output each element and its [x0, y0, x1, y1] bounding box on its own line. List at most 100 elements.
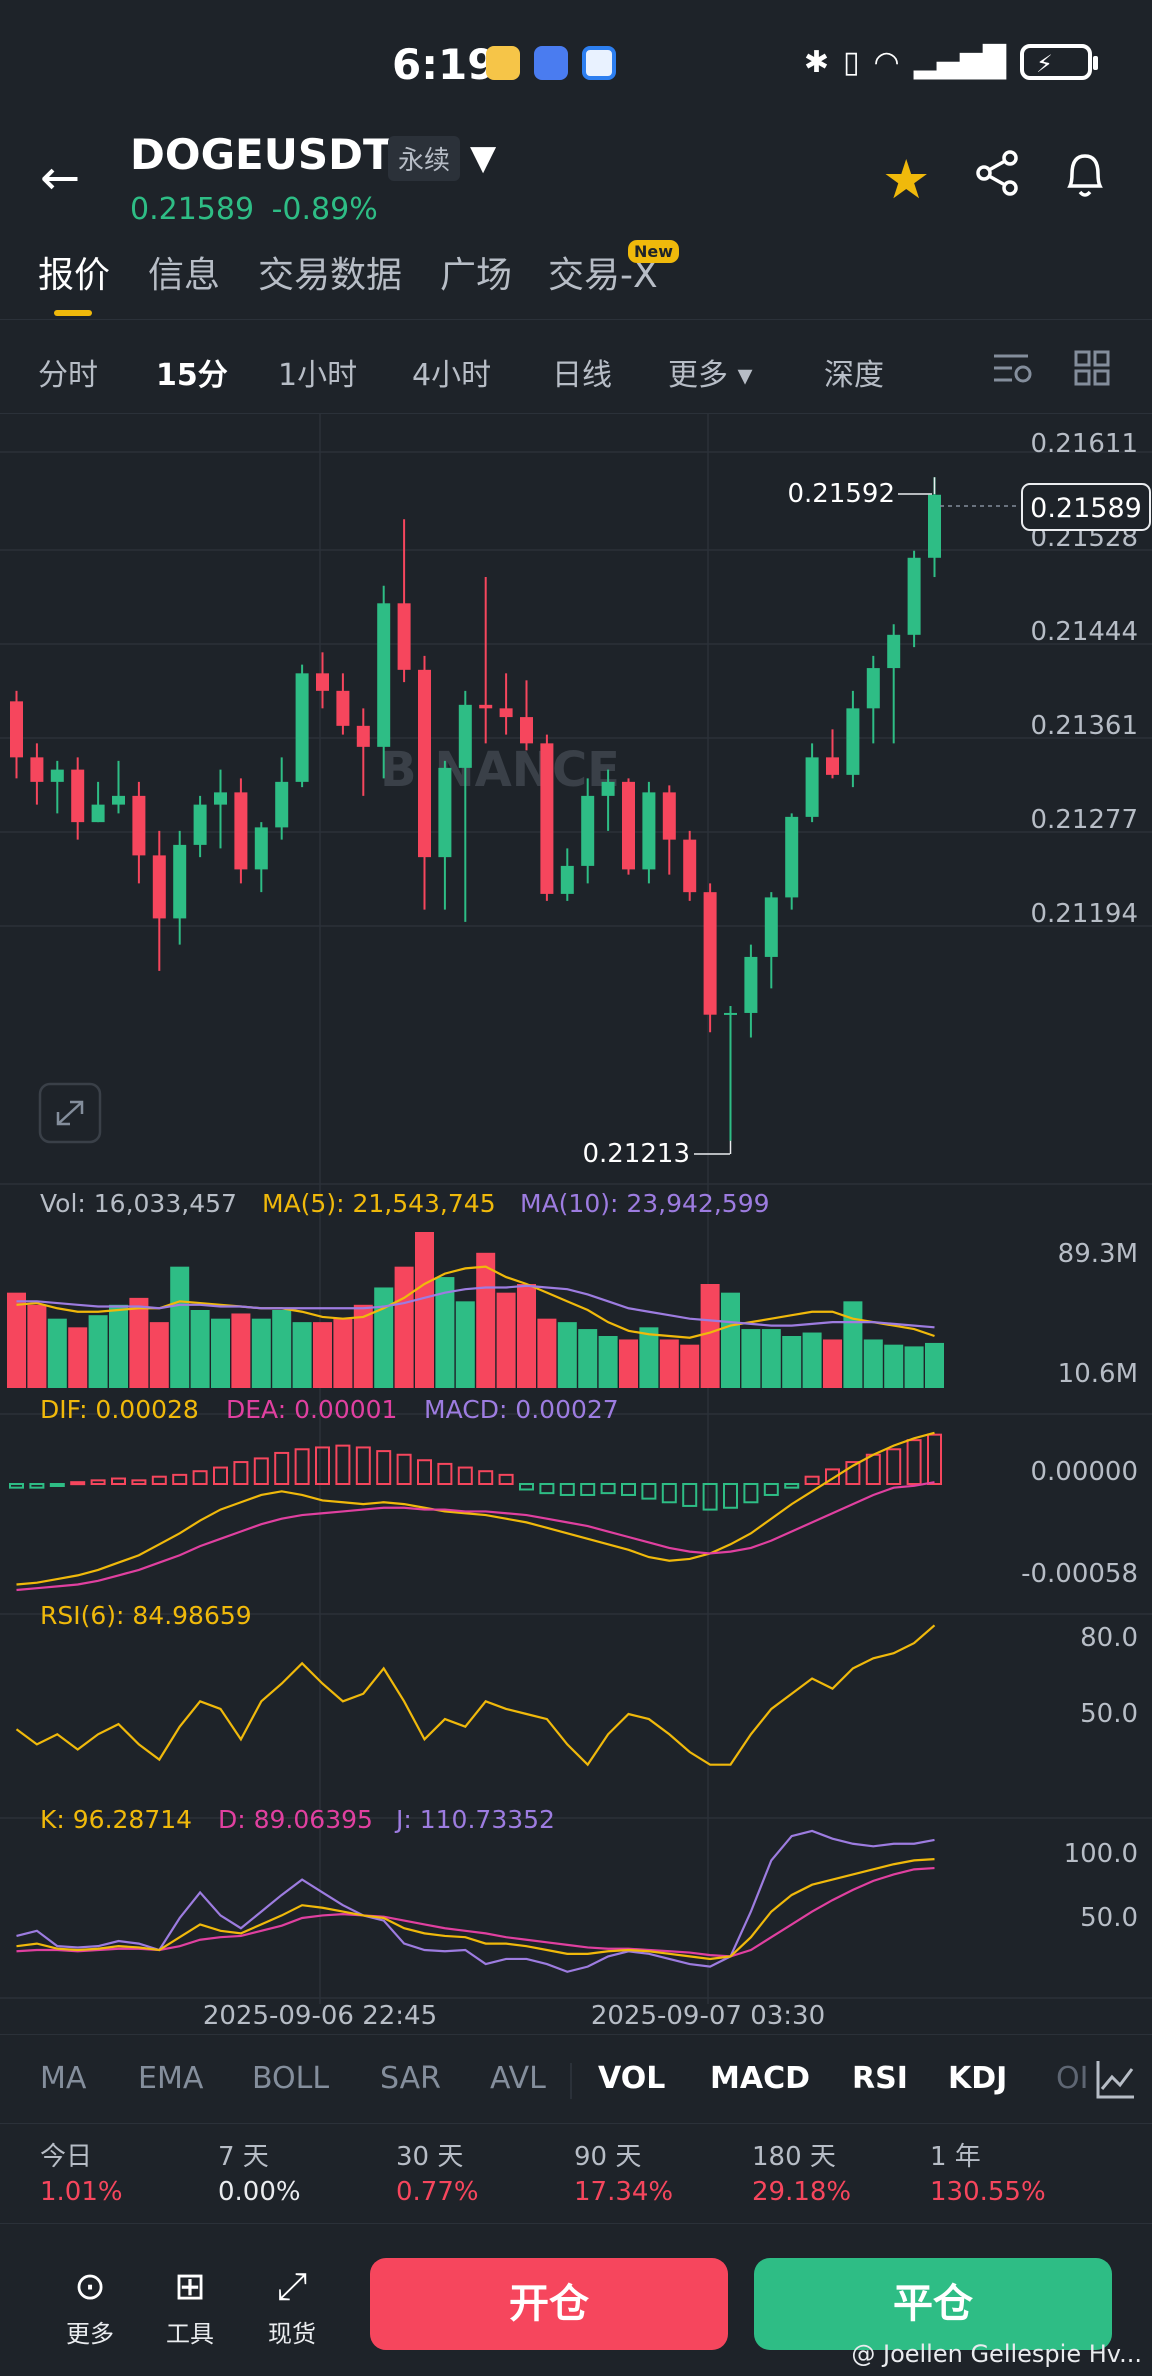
spot-button[interactable]: ⤢ 现货	[252, 2264, 332, 2349]
rsi-line	[15, 1624, 936, 1767]
candlestick	[397, 603, 411, 670]
candlestick	[254, 827, 268, 870]
macd-histogram-bar	[539, 1483, 555, 1495]
volume-bar	[884, 1344, 904, 1388]
expand-button[interactable]	[38, 1082, 102, 1144]
bluetooth-icon: ✱	[803, 44, 829, 80]
ind-sar[interactable]: SAR	[380, 2061, 441, 2096]
macd-histogram-bar	[906, 1439, 922, 1486]
candlestick	[275, 781, 289, 828]
indicator-chart-icon[interactable]	[1094, 2057, 1138, 2101]
interval-more[interactable]: 更多 ▾	[668, 358, 753, 393]
macd-histogram-bar	[151, 1475, 167, 1486]
price-axis-label: 0.21361	[1030, 711, 1138, 741]
kdj-d-line	[16, 1866, 935, 1958]
ind-rsi[interactable]: RSI	[852, 2061, 908, 2096]
volume-bar	[272, 1310, 292, 1388]
tab-trading-data[interactable]: 交易数据	[258, 255, 403, 296]
more-button[interactable]: ⊙ 更多	[50, 2264, 130, 2349]
volume-bar	[88, 1315, 108, 1388]
macd-histogram-bar	[253, 1457, 269, 1486]
interval-1h[interactable]: 1小时	[278, 358, 358, 393]
kdj-k-line	[16, 1858, 935, 1961]
tools-button[interactable]: ⊞ 工具	[150, 2264, 230, 2349]
ind-boll[interactable]: BOLL	[252, 2061, 330, 2096]
share-icon[interactable]	[972, 148, 1022, 198]
volume-bar	[517, 1284, 536, 1388]
macd-histogram-bar	[90, 1479, 106, 1486]
ind-oi[interactable]: OI	[1056, 2061, 1089, 2096]
perf-7d: 7 天 0.00%	[218, 2142, 301, 2207]
macd-histogram-bar	[478, 1470, 494, 1486]
tab-info[interactable]: 信息	[148, 255, 221, 296]
candlestick	[91, 804, 105, 823]
macd-panel	[9, 1431, 942, 1592]
ind-kdj[interactable]: KDJ	[948, 2061, 1008, 2096]
volume-bar	[190, 1310, 210, 1388]
macd-histogram-bar	[131, 1479, 147, 1486]
macd-histogram-bar	[233, 1461, 249, 1486]
symbol-dropdown-icon[interactable]: ▼	[470, 138, 497, 178]
favorite-star-icon[interactable]: ★	[882, 148, 931, 211]
ind-vol[interactable]: VOL	[598, 2061, 666, 2096]
volume-bar	[476, 1252, 496, 1388]
tab-square[interactable]: 广场	[440, 255, 513, 296]
interval-4h[interactable]: 4小时	[412, 358, 492, 393]
price-axis-label: 0.21611	[1030, 429, 1138, 459]
macd-histogram-bar	[315, 1446, 330, 1485]
macd-histogram-bar	[763, 1483, 779, 1496]
macd-histogram-bar	[784, 1483, 800, 1489]
indicator-tabs: MA EMA BOLL SAR AVL VOL MACD RSI KDJ OI	[0, 2034, 1152, 2124]
symbol-title[interactable]: DOGEUSDT	[130, 130, 392, 179]
depth-tab[interactable]: 深度	[824, 358, 884, 393]
volume-bar	[333, 1318, 353, 1388]
candlestick	[30, 757, 44, 782]
time-label-2: 2025-09-07 03:30	[591, 2001, 825, 2031]
candlestick	[540, 743, 554, 894]
macd-histogram-bar	[396, 1453, 412, 1486]
perf-today: 今日 1.01%	[40, 2142, 123, 2207]
candlestick	[703, 892, 717, 1015]
interval-timeshare[interactable]: 分时	[38, 358, 98, 393]
candlestick	[724, 1012, 737, 1015]
ind-ema[interactable]: EMA	[138, 2061, 204, 2096]
chart-settings-icon[interactable]	[992, 350, 1034, 386]
volume-bar	[619, 1339, 638, 1388]
back-arrow-icon[interactable]: ←	[40, 150, 81, 206]
volume-bar	[741, 1329, 761, 1388]
macd-histogram-bar	[682, 1483, 698, 1507]
user-watermark: @ Joellen Gellespie Hv...	[851, 2340, 1142, 2368]
open-position-button[interactable]: 开仓	[370, 2258, 728, 2350]
interval-daily[interactable]: 日线	[552, 358, 612, 393]
low-marker-label: 0.21213	[582, 1139, 690, 1169]
ind-ma[interactable]: MA	[40, 2061, 87, 2096]
price-axis-label: 0.21444	[1030, 617, 1138, 647]
volume-bar	[802, 1332, 822, 1388]
layout-grid-icon[interactable]	[1074, 350, 1110, 386]
volume-bar	[109, 1304, 128, 1388]
candlestick	[214, 792, 227, 805]
perf-90d: 90 天 17.34%	[574, 2142, 674, 2207]
bell-icon[interactable]	[1060, 146, 1110, 200]
volume-bar	[231, 1313, 251, 1388]
macd-histogram-bar	[702, 1483, 718, 1511]
candlestick	[601, 781, 615, 796]
macd-histogram-bar	[519, 1483, 534, 1491]
volume-bar	[639, 1327, 659, 1388]
volume-bar	[374, 1287, 394, 1388]
macd-histogram-bar	[498, 1473, 514, 1485]
close-position-button[interactable]: 平仓	[754, 2258, 1112, 2350]
candlestick	[846, 708, 860, 775]
tab-quote[interactable]: 报价	[38, 255, 111, 296]
kdj-k-label: K: 96.28714	[40, 1805, 192, 1834]
rsi-axis-top: 80.0	[1080, 1623, 1138, 1653]
kdj-j-label: J: 110.73352	[394, 1805, 555, 1834]
ind-macd[interactable]: MACD	[710, 2061, 810, 2096]
kline-chart[interactable]: BINANCE 0.216110.215280.214440.213610.21…	[0, 414, 1152, 2034]
volume-bar	[925, 1342, 944, 1388]
interval-15m[interactable]: 15分	[156, 358, 228, 393]
volume-bar	[170, 1266, 190, 1388]
volume-bar	[843, 1301, 863, 1388]
ind-avl[interactable]: AVL	[490, 2061, 546, 2096]
volume-bar	[435, 1277, 455, 1388]
